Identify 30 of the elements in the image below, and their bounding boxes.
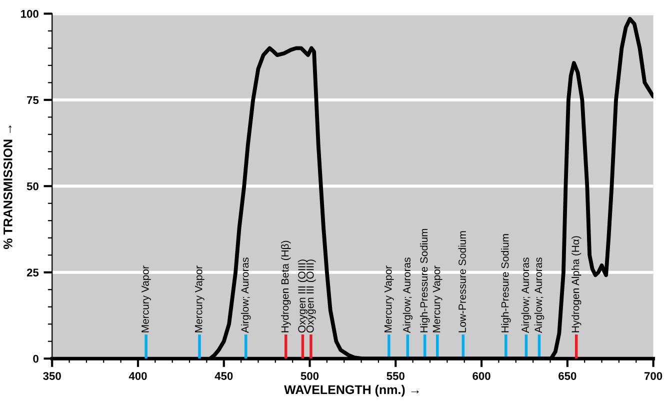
annotation: Hydrogen Alpha (Hα) <box>571 236 582 332</box>
annotation: Mercury Vapor <box>432 266 442 332</box>
x-tick-label: 400 <box>128 372 147 380</box>
annotation: Hydrogen Beta (Hβ) <box>281 240 291 332</box>
x-tick-label: 700 <box>644 372 662 380</box>
annotation: Airglow; Auroras <box>402 258 413 334</box>
x-tick-label: 650 <box>558 372 576 380</box>
annotation: Mercury Vapor <box>195 266 204 332</box>
y-tick-label: 50 <box>26 182 38 190</box>
x-tick-label: 600 <box>472 372 490 380</box>
annotation: Oxygen III (OIII) <box>306 260 316 333</box>
y-tick-label: 25 <box>26 268 39 276</box>
annotation: Airglow; Auroras <box>241 258 251 334</box>
y-axis-title: % TRANSMISSION → <box>3 125 12 250</box>
x-tick-label: 350 <box>43 372 61 380</box>
x-tick-label: 450 <box>214 372 233 380</box>
annotation: Airglow; Auroras <box>534 258 544 334</box>
annotation: High-Presure Sodium <box>501 234 511 332</box>
annotation: High-Pressure Sodium <box>420 228 430 332</box>
x-tick-label: 500 <box>300 372 319 380</box>
annotation: Mercury Vapor <box>142 266 151 332</box>
y-tick-label: 100 <box>21 10 38 18</box>
y-tick-label: 75 <box>27 96 39 104</box>
annotation: Low-Pressure Sodium <box>458 231 466 332</box>
annotation: Oxygen III (OIII) <box>298 260 308 333</box>
x-axis-title: WAVELENGTH (nm.) → <box>284 384 419 397</box>
annotation: Airglow; Auroras <box>521 258 532 334</box>
x-tick-label: 550 <box>386 372 404 380</box>
annotation: Mercury Vapor <box>384 266 394 332</box>
y-tick-label: 0 <box>33 354 38 363</box>
